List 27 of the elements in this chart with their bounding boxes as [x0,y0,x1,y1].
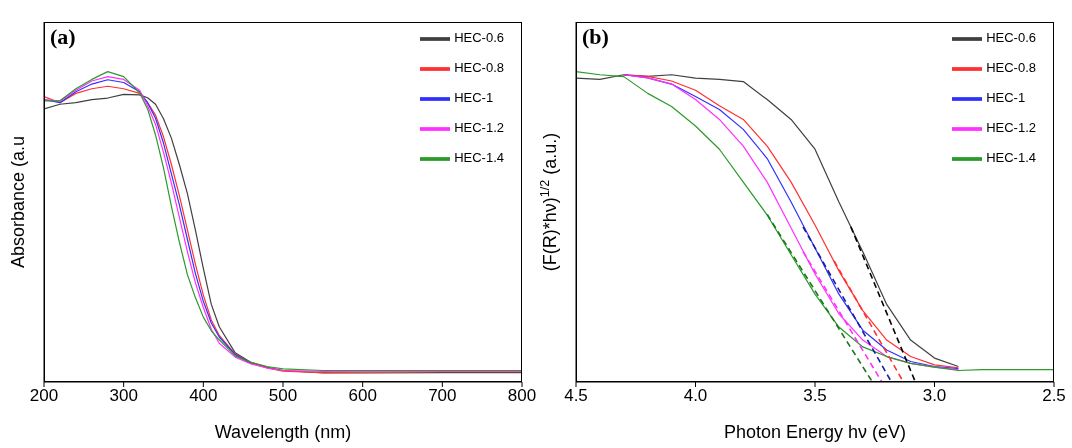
legend-label: HEC-0.6 [986,30,1036,46]
legend-label: HEC-1.4 [454,150,504,166]
legend-label: HEC-1 [454,90,494,106]
legend-label: HEC-1.2 [986,120,1036,136]
legend-label: HEC-0.6 [454,30,504,46]
x-tick-label: 400 [189,386,218,406]
x-tick-label: 3.0 [922,386,947,406]
x-tick-label: 3.5 [803,386,827,406]
x-tick-label: 800 [507,386,537,406]
legend-label: HEC-1 [986,90,1026,106]
x-axis-title: Photon Energy hν (eV) [723,422,907,442]
x-axis-title: Wavelength (nm) [214,422,352,442]
x-tick-label: 4.0 [683,386,708,406]
x-tick-label: 200 [29,386,59,406]
legend-label: HEC-0.8 [986,60,1036,76]
x-tick-label: 700 [428,386,457,406]
x-tick-label: 600 [348,386,377,406]
y-axis-title: Absorbance (a.u [8,135,28,269]
legend-label: HEC-1.4 [986,150,1036,166]
legend-label: HEC-0.8 [454,60,504,76]
chart-title: (b) [582,24,609,50]
x-tick-label: 2.5 [1042,386,1066,406]
x-tick-label: 300 [109,386,138,406]
legend-label: HEC-1.2 [454,120,504,136]
x-tick-label: 4.5 [564,386,588,406]
chart-title: (a) [50,24,76,50]
x-tick-label: 500 [268,386,298,406]
